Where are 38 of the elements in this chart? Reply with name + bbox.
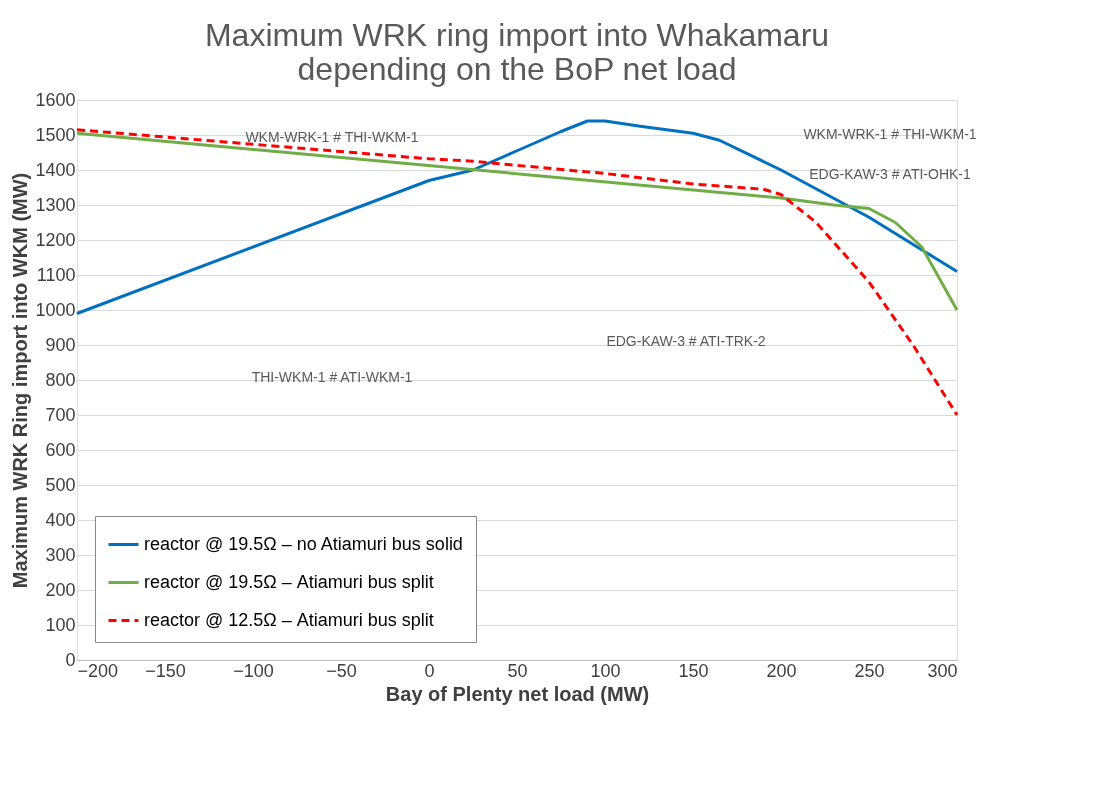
y-tick-label: 600 bbox=[45, 439, 76, 460]
chart-title: Maximum WRK ring import into Whakamaru depending on the BoP net load bbox=[204, 17, 830, 87]
y-tick-label: 500 bbox=[45, 474, 76, 495]
y-tick-label: 1000 bbox=[35, 299, 76, 320]
annotation: EDG-KAW-3 # ATI-OHK-1 bbox=[809, 166, 971, 182]
annotation: WKM-WRK-1 # THI-WKM-1 bbox=[245, 129, 419, 145]
y-tick-label: 100 bbox=[45, 614, 76, 635]
annotation: THI-WKM-1 # ATI-WKM-1 bbox=[251, 369, 413, 385]
annotation: EDG-KAW-3 # ATI-TRK-2 bbox=[606, 333, 766, 349]
y-tick-label: 200 bbox=[45, 579, 76, 600]
x-tick-label: 250 bbox=[854, 660, 885, 681]
annotation: WKM-WRK-1 # THI-WKM-1 bbox=[803, 126, 977, 142]
y-tick-label: 1300 bbox=[35, 194, 76, 215]
y-tick-label: 1100 bbox=[36, 264, 76, 285]
x-tick-label: 50 bbox=[507, 660, 528, 681]
y-tick-label: 1500 bbox=[35, 124, 76, 145]
y-tick-label: 400 bbox=[45, 509, 76, 530]
x-tick-label: 200 bbox=[766, 660, 797, 681]
x-tick-label: −50 bbox=[326, 660, 357, 681]
x-tick-label: 100 bbox=[590, 660, 621, 681]
y-tick-label: 300 bbox=[45, 544, 76, 565]
y-tick-label: 700 bbox=[45, 404, 76, 425]
y-tick-label: 1400 bbox=[35, 159, 76, 180]
y-tick-label: 1200 bbox=[35, 229, 76, 250]
x-axis-title: Bay of Plenty net load (MW) bbox=[385, 682, 650, 705]
x-tick-label: −150 bbox=[145, 660, 186, 681]
x-tick-label: −200 bbox=[77, 660, 119, 681]
x-tick-label: 150 bbox=[678, 660, 709, 681]
x-tick-label: 0 bbox=[424, 660, 435, 681]
x-tick-label: −100 bbox=[233, 660, 274, 681]
legend-label: reactor @ 19.5Ω – no Atiamuri bus solid bbox=[144, 533, 463, 554]
y-tick-label: 900 bbox=[45, 334, 76, 355]
y-axis-title: Maximum WRK Ring import into WKM (MW) bbox=[9, 172, 32, 589]
y-tick-label: 800 bbox=[45, 369, 76, 390]
legend-label: reactor @ 19.5Ω – Atiamuri bus split bbox=[144, 571, 434, 592]
y-tick-label: 1600 bbox=[35, 89, 76, 110]
legend-label: reactor @ 12.5Ω – Atiamuri bus split bbox=[144, 609, 434, 630]
x-tick-label: 300 bbox=[927, 660, 958, 681]
